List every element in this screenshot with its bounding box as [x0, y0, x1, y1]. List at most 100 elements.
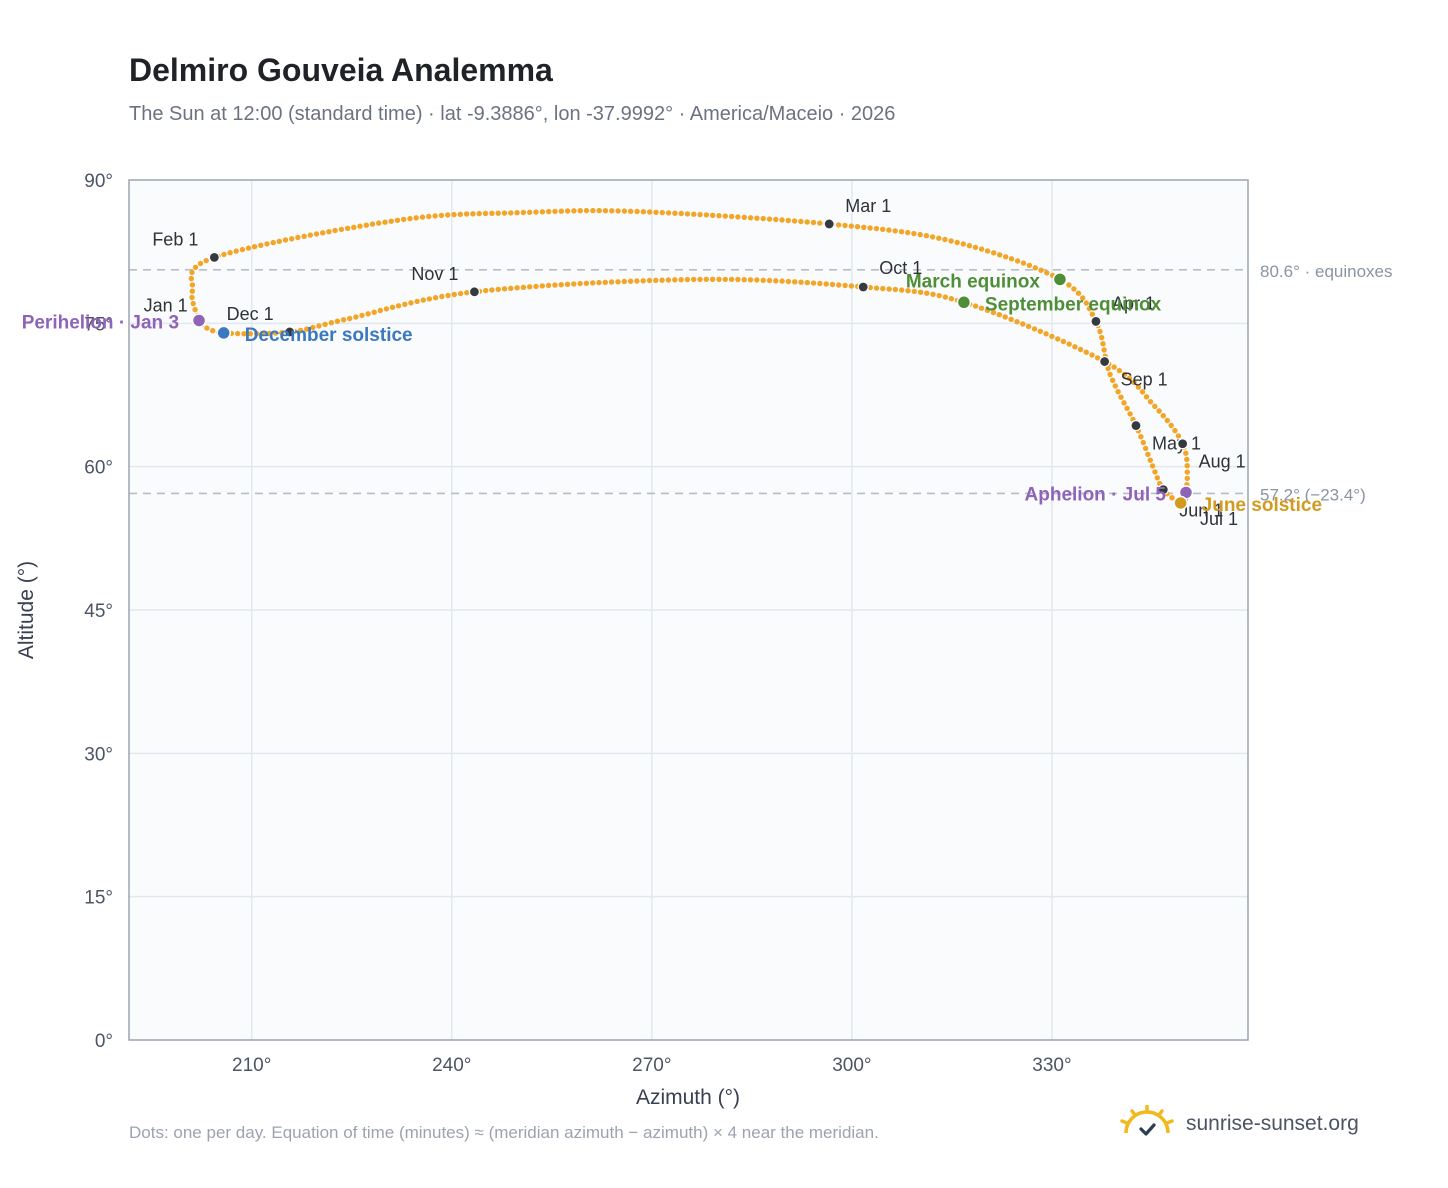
day-dot — [1164, 417, 1171, 424]
day-dot — [905, 229, 911, 236]
day-dot — [923, 233, 930, 239]
event-marker — [1173, 495, 1188, 511]
day-dot — [527, 284, 533, 290]
day-dot — [357, 223, 363, 229]
day-dot — [716, 276, 722, 282]
day-dot — [514, 210, 520, 216]
day-dot — [328, 320, 334, 326]
month-label: Aug 1 — [1199, 452, 1246, 472]
day-dot — [1100, 341, 1106, 347]
month-marker — [1177, 438, 1189, 450]
day-dot — [773, 216, 779, 223]
day-dot — [873, 225, 880, 232]
day-dot — [653, 209, 659, 215]
day-dot — [1060, 338, 1067, 345]
day-dot — [991, 250, 997, 256]
x-tick-label: 240° — [432, 1055, 471, 1076]
day-dot — [735, 214, 741, 220]
day-dot — [817, 220, 823, 226]
day-dot — [334, 318, 341, 324]
day-dot — [886, 286, 892, 292]
day-dot — [483, 287, 489, 294]
y-tick-label: 30° — [84, 744, 113, 765]
day-dot — [936, 292, 942, 299]
day-dot — [1183, 450, 1189, 456]
sun-logo-icon — [1120, 1103, 1174, 1144]
day-dot — [1118, 394, 1124, 400]
day-dot — [930, 291, 936, 297]
month-label: Jan 1 — [144, 295, 188, 315]
day-dot — [235, 330, 241, 337]
day-dot — [546, 208, 552, 215]
day-dot — [1184, 456, 1190, 463]
day-dot — [785, 217, 791, 224]
day-dot — [577, 280, 583, 287]
day-dot — [728, 276, 735, 283]
day-dot — [1043, 331, 1049, 337]
day-dot — [691, 211, 697, 217]
day-dot — [495, 210, 501, 216]
day-dot — [192, 306, 198, 313]
day-dot — [377, 307, 383, 314]
month-marker — [468, 286, 481, 298]
event-label: Perihelion · Jan 3 — [22, 312, 179, 333]
day-dot — [659, 209, 665, 216]
day-dot — [1105, 365, 1111, 372]
day-dot — [609, 208, 615, 214]
day-dot — [886, 227, 892, 233]
plot-frame — [128, 179, 1249, 1041]
day-dot — [741, 277, 747, 283]
day-dot — [365, 311, 371, 317]
day-dot — [929, 234, 936, 240]
day-dot — [735, 276, 741, 283]
event-label: June solstice — [1202, 495, 1322, 516]
day-dot — [520, 209, 527, 216]
day-dot — [1008, 256, 1015, 262]
day-dot — [948, 296, 955, 302]
day-dot — [203, 257, 209, 264]
day-dot — [804, 219, 810, 225]
day-dot — [760, 215, 766, 222]
day-dot — [978, 246, 985, 252]
day-dot — [691, 276, 697, 283]
day-dot — [420, 297, 426, 303]
day-dot — [1071, 286, 1077, 292]
day-dot — [1140, 439, 1147, 446]
day-dot — [590, 280, 596, 286]
day-dot — [792, 279, 798, 285]
day-dot — [1154, 475, 1161, 481]
day-dot — [463, 211, 470, 217]
day-dot — [508, 210, 514, 216]
day-dot — [332, 227, 338, 234]
event-marker — [216, 325, 231, 341]
day-dot — [552, 208, 558, 215]
day-dot — [289, 236, 295, 242]
month-label: Oct 1 — [879, 258, 922, 278]
month-label: Apr 1 — [1112, 293, 1155, 313]
day-dot — [817, 280, 823, 287]
day-dot — [457, 290, 464, 297]
month-label: Dec 1 — [227, 304, 274, 324]
day-dot — [966, 243, 973, 249]
day-dot — [836, 222, 842, 228]
day-dot — [791, 218, 798, 224]
day-dot — [251, 244, 258, 250]
day-dot — [189, 269, 195, 276]
day-dot — [558, 208, 564, 214]
day-dot — [936, 235, 942, 241]
day-dot — [1075, 290, 1082, 296]
day-dot — [1127, 411, 1133, 417]
day-dot — [1115, 389, 1121, 395]
day-dot — [621, 278, 627, 285]
brand-name[interactable]: sunrise-sunset.org — [1186, 1112, 1359, 1135]
day-dot — [1184, 469, 1191, 475]
day-dot — [1003, 254, 1009, 260]
day-dot — [1147, 399, 1154, 405]
day-dot — [873, 285, 880, 291]
brand[interactable]: sunrise-sunset.org — [1120, 1102, 1359, 1146]
day-dot — [307, 232, 313, 238]
day-dot — [842, 282, 848, 289]
y-tick-label: 45° — [84, 601, 113, 622]
day-dot — [564, 281, 571, 287]
